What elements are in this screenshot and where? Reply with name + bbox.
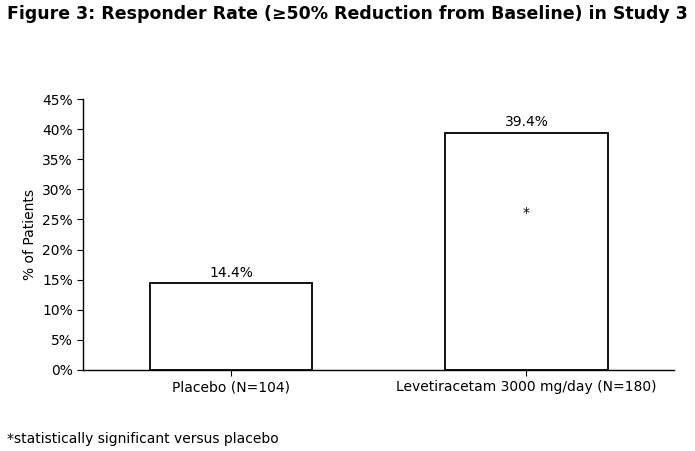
Bar — [150, 283, 312, 370]
Text: 39.4%: 39.4% — [505, 115, 548, 129]
Text: Figure 3: Responder Rate (≥50% Reduction from Baseline) in Study 3: Figure 3: Responder Rate (≥50% Reduction… — [7, 5, 687, 23]
Y-axis label: % of Patients: % of Patients — [23, 189, 37, 280]
Text: *: * — [523, 207, 530, 221]
Bar — [445, 133, 607, 370]
Text: 14.4%: 14.4% — [209, 266, 253, 280]
Text: *statistically significant versus placebo: *statistically significant versus placeb… — [7, 433, 279, 446]
